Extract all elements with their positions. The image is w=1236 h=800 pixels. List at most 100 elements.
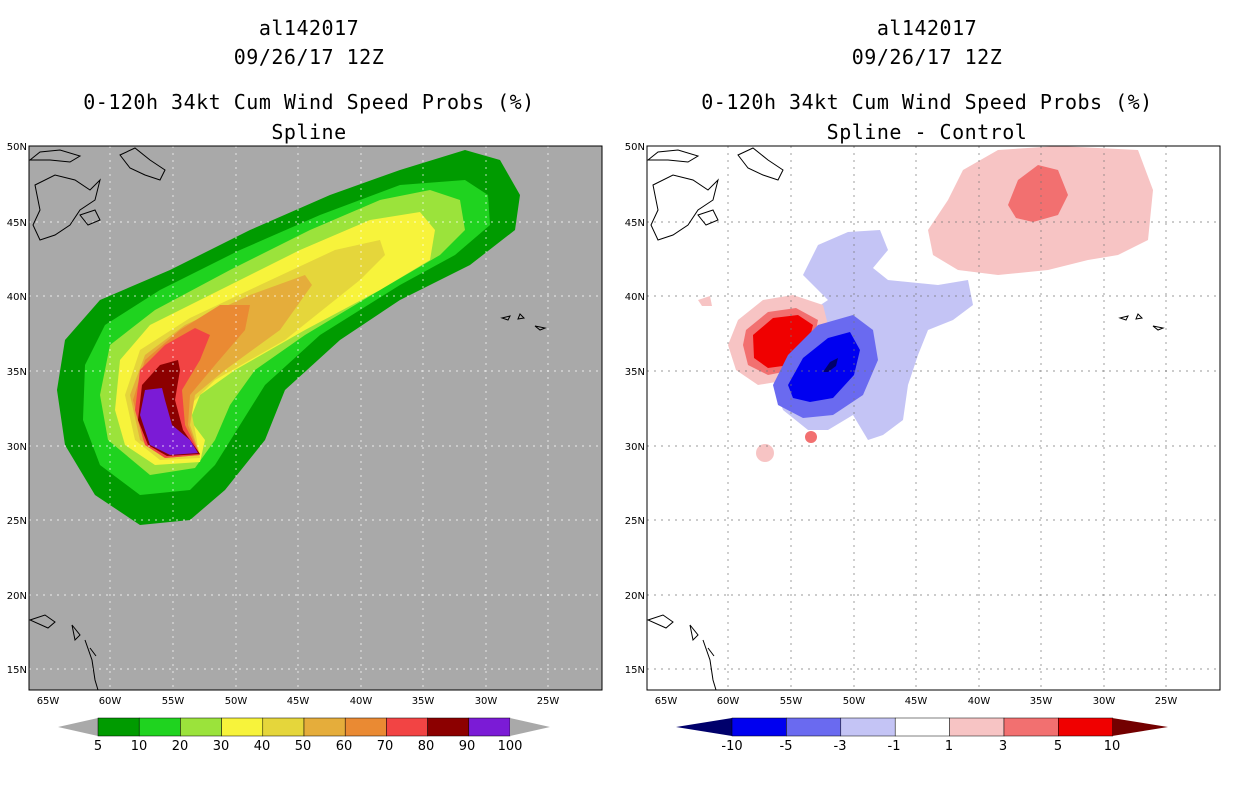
lat-label: 25N: [7, 516, 27, 527]
right-colorbar: -10 -5 -3 -1 1 3 5 10: [676, 717, 1168, 754]
map-frame: [646, 145, 1221, 691]
colorbar-label: -3: [834, 739, 847, 754]
lon-label: 50W: [225, 696, 248, 707]
colorbar-label: 40: [254, 739, 271, 754]
datetime-title: 09/26/17 12Z: [851, 45, 1003, 69]
coastlines: [28, 147, 547, 691]
lat-label: 15N: [625, 665, 645, 676]
lat-label: 40N: [625, 292, 645, 303]
colorbar-label: 100: [498, 739, 523, 754]
lon-label: 60W: [99, 696, 122, 707]
colorbar-box: [731, 717, 787, 737]
colorbar-label: 5: [1054, 739, 1062, 754]
colorbar-label: 60: [336, 739, 353, 754]
storm-id-title: al142017: [876, 16, 978, 40]
lat-label: 20N: [7, 591, 27, 602]
lon-label: 30W: [475, 696, 498, 707]
lon-label: 35W: [1030, 696, 1053, 707]
colorbar-box: [949, 717, 1005, 737]
lat-label: 50N: [7, 142, 27, 153]
lon-label: 45W: [287, 696, 310, 707]
colorbar-box: [1003, 717, 1059, 737]
lon-label: 40W: [968, 696, 991, 707]
colorbar-label: 30: [213, 739, 230, 754]
method-title: Spline: [271, 120, 347, 144]
storm-id-title: al142017: [258, 16, 360, 40]
method-title: Spline - Control: [826, 120, 1028, 144]
lat-label: 50N: [625, 142, 645, 153]
colorbar-box: [97, 717, 140, 737]
lon-label: 55W: [780, 696, 803, 707]
colorbar-box: [344, 717, 387, 737]
left-map-svg: 50N 45N 40N 35N 30N 25N 20N 15N 65W 60W …: [7, 142, 603, 754]
colorbar-label: 80: [418, 739, 435, 754]
colorbar-label: 10: [131, 739, 148, 754]
colorbar-label: 20: [172, 739, 189, 754]
lon-label: 50W: [843, 696, 866, 707]
colorbar-labels: -10 -5 -3 -1 1 3 5 10: [721, 739, 1120, 754]
lon-label: 60W: [717, 696, 740, 707]
lat-label: 25N: [625, 516, 645, 527]
lon-label: 25W: [537, 696, 560, 707]
lat-label: 20N: [625, 591, 645, 602]
right-map-svg: 50N 45N 40N 35N 30N 25N 20N 15N 65W 60W …: [625, 142, 1221, 754]
lon-label: 25W: [1155, 696, 1178, 707]
lon-label: 30W: [1093, 696, 1116, 707]
right-map: [646, 145, 1221, 691]
lon-label: 40W: [350, 696, 373, 707]
lon-label: 65W: [655, 696, 678, 707]
left-panel: al142017 09/26/17 12Z 0-120h 34kt Cum Wi…: [7, 16, 603, 754]
lat-label: 15N: [7, 665, 27, 676]
colorbar-labels: 5 10 20 30 40 50 60 70 80 90 100: [94, 739, 523, 754]
colorbar-label: -1: [888, 739, 901, 754]
colorbar-box: [894, 717, 950, 737]
datetime-title: 09/26/17 12Z: [233, 45, 385, 69]
left-map: [28, 145, 603, 691]
diff-blob-pos-tiny: [698, 296, 712, 306]
colorbar-box: [221, 717, 264, 737]
product-title: 0-120h 34kt Cum Wind Speed Probs (%): [83, 90, 535, 114]
colorbar-box: [1058, 717, 1114, 737]
colorbar-label: -5: [780, 739, 793, 754]
lon-label: 55W: [162, 696, 185, 707]
right-panel: al142017 09/26/17 12Z 0-120h 34kt Cum Wi…: [618, 0, 1236, 800]
colorbar-box: [468, 717, 511, 737]
diff-contour-neg-5: [788, 332, 860, 402]
right-lon-labels: 65W 60W 55W 50W 45W 40W 35W 30W 25W: [655, 696, 1178, 707]
colorbar-over-arrow: [1112, 718, 1168, 736]
colorbar-label: 10: [1104, 739, 1121, 754]
colorbar-box: [262, 717, 305, 737]
lat-label: 35N: [7, 367, 27, 378]
colorbar-label: 50: [295, 739, 312, 754]
lat-label: 35N: [625, 367, 645, 378]
colorbar-boxes: [676, 717, 1168, 737]
left-colorbar: 5 10 20 30 40 50 60 70 80 90 100: [58, 717, 550, 754]
lat-label: 40N: [7, 292, 27, 303]
prob-contour-90: [140, 388, 198, 455]
colorbar-box: [303, 717, 346, 737]
colorbar-under-arrow: [58, 718, 98, 736]
colorbar-box: [180, 717, 222, 737]
grid-lines: [29, 146, 602, 690]
coastlines: [646, 147, 1165, 691]
lat-label: 45N: [7, 218, 27, 229]
colorbar-box: [138, 717, 181, 737]
lon-label: 35W: [412, 696, 435, 707]
lat-label: 30N: [7, 442, 27, 453]
lon-label: 45W: [905, 696, 928, 707]
colorbar-box: [786, 717, 842, 737]
colorbar-label: 5: [94, 739, 102, 754]
colorbar-label: -10: [721, 739, 742, 754]
diff-contour-neg-10: [823, 358, 838, 372]
left-lon-labels: 65W 60W 55W 50W 45W 40W 35W 30W 25W: [37, 696, 560, 707]
colorbar-label: 1: [945, 739, 953, 754]
grid-lines: [647, 146, 1220, 690]
lat-label: 45N: [625, 218, 645, 229]
colorbar-under-arrow: [676, 718, 732, 736]
map-frame: [28, 145, 603, 691]
diff-blob-pos-small: [805, 431, 817, 443]
diff-blob-pos: [756, 444, 774, 462]
colorbar-label: 90: [459, 739, 476, 754]
lon-label: 65W: [37, 696, 60, 707]
product-title: 0-120h 34kt Cum Wind Speed Probs (%): [701, 90, 1153, 114]
